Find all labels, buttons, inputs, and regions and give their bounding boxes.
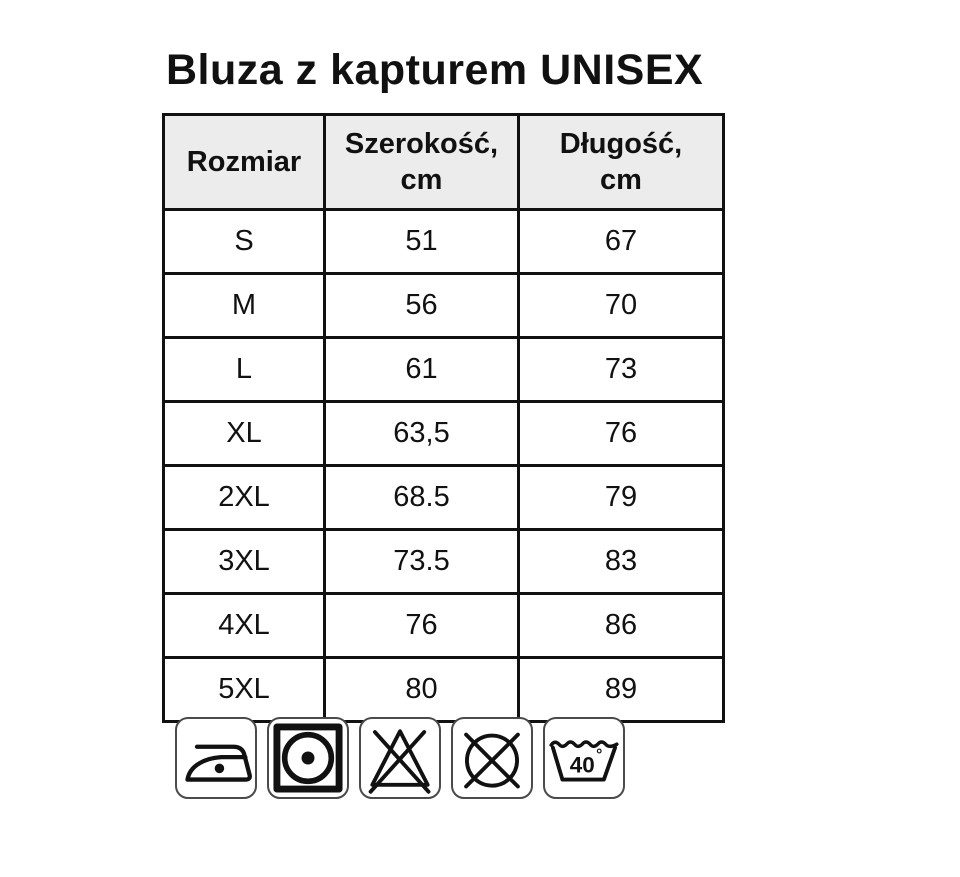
length-cell: 76 bbox=[517, 400, 725, 467]
table-row: 5XL 80 89 bbox=[162, 656, 725, 723]
tumble-dry-icon bbox=[267, 717, 349, 799]
width-cell: 51 bbox=[323, 208, 520, 275]
column-header-length: Długość, cm bbox=[517, 113, 725, 211]
wash-temperature-label: 40 bbox=[570, 753, 595, 778]
length-cell: 70 bbox=[517, 272, 725, 339]
header-line: Rozmiar bbox=[186, 145, 302, 178]
size-cell: L bbox=[162, 336, 326, 403]
do-not-bleach-icon bbox=[359, 717, 441, 799]
table-header-row: Rozmiar Szerokość, cm Długość, cm bbox=[162, 113, 725, 211]
table-row: M 56 70 bbox=[162, 272, 725, 339]
size-cell: 4XL bbox=[162, 592, 326, 659]
table-row: S 51 67 bbox=[162, 208, 725, 275]
size-cell: S bbox=[162, 208, 326, 275]
column-header-width: Szerokość, cm bbox=[323, 113, 520, 211]
width-cell: 68.5 bbox=[323, 464, 520, 531]
length-cell: 73 bbox=[517, 336, 725, 403]
do-not-dry-clean-icon bbox=[451, 717, 533, 799]
size-cell: 5XL bbox=[162, 656, 326, 723]
table-row: 3XL 73.5 83 bbox=[162, 528, 725, 595]
length-cell: 79 bbox=[517, 464, 725, 531]
width-cell: 61 bbox=[323, 336, 520, 403]
size-cell: 3XL bbox=[162, 528, 326, 595]
degree-mark: ° bbox=[596, 747, 602, 764]
width-cell: 80 bbox=[323, 656, 520, 723]
length-cell: 86 bbox=[517, 592, 725, 659]
care-instructions-row: 40 ° bbox=[175, 717, 625, 799]
width-cell: 76 bbox=[323, 592, 520, 659]
table-row: XL 63,5 76 bbox=[162, 400, 725, 467]
iron-low-icon bbox=[175, 717, 257, 799]
width-cell: 63,5 bbox=[323, 400, 520, 467]
table-row: 4XL 76 86 bbox=[162, 592, 725, 659]
header-line: Szerokość, bbox=[344, 127, 499, 160]
size-cell: M bbox=[162, 272, 326, 339]
header-line: cm bbox=[400, 164, 443, 196]
wash-40-icon: 40 ° bbox=[543, 717, 625, 799]
table-row: L 61 73 bbox=[162, 336, 725, 403]
page-title: Bluza z kapturem UNISEX bbox=[166, 46, 704, 94]
length-cell: 89 bbox=[517, 656, 725, 723]
length-cell: 83 bbox=[517, 528, 725, 595]
size-cell: 2XL bbox=[162, 464, 326, 531]
table-row: 2XL 68.5 79 bbox=[162, 464, 725, 531]
header-line: Długość, bbox=[559, 127, 683, 160]
size-table: Rozmiar Szerokość, cm Długość, cm S 51 6… bbox=[162, 113, 725, 723]
column-header-size: Rozmiar bbox=[162, 113, 326, 211]
header-line: cm bbox=[600, 164, 642, 196]
size-cell: XL bbox=[162, 400, 326, 467]
width-cell: 56 bbox=[323, 272, 520, 339]
width-cell: 73.5 bbox=[323, 528, 520, 595]
length-cell: 67 bbox=[517, 208, 725, 275]
